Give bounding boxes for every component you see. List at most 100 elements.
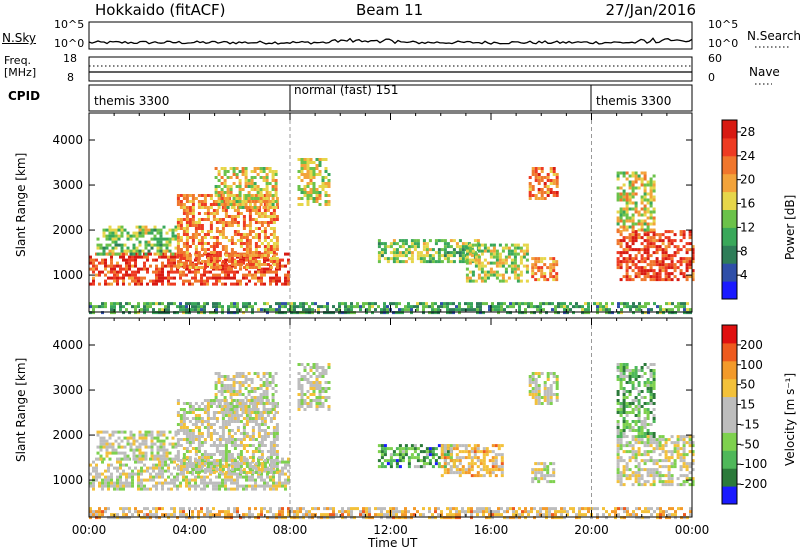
colorbar-cell	[722, 360, 737, 380]
colorbar-tick-label: 8	[740, 244, 748, 258]
colorbar-cell	[722, 173, 737, 193]
colorbar-cell	[722, 396, 737, 415]
xtick-label: 00:00	[72, 523, 107, 537]
colorbar-cell	[722, 209, 737, 228]
colorbar-tick-label: 200	[740, 338, 763, 352]
date-title: 27/Jan/2016	[605, 1, 697, 19]
nsearch-tick-bottom: 10^0	[708, 37, 739, 50]
data-region	[531, 462, 556, 484]
xtick-label: 12:00	[373, 523, 408, 537]
colorbar-tick-label: -200	[740, 477, 767, 491]
power-colorbar-label: Power [dB]	[783, 194, 797, 260]
velocity-colorbar: 200 100 50 15 -15 -50 -100 -200	[721, 324, 767, 505]
ytick-label: 3000	[52, 178, 83, 192]
colorbar-cell	[722, 342, 737, 362]
colorbar-tick-label: -100	[740, 457, 767, 471]
colorbar-tick-label: 50	[740, 378, 755, 392]
colorbar-tick-label: 28	[740, 125, 755, 139]
cpid-segment-2: normal (fast) 151	[294, 83, 399, 97]
velocity-colorbar-label: Velocity [m s⁻¹]	[783, 372, 797, 466]
colorbar-cell	[722, 191, 737, 210]
cpid-segment-3: themis 3300	[596, 94, 672, 108]
data-region	[616, 363, 656, 438]
data-region	[214, 167, 278, 209]
ytick-label: 1000	[52, 268, 83, 282]
ytick-label: 1000	[52, 473, 83, 487]
data-region	[616, 171, 656, 232]
colorbar-cell	[722, 450, 737, 469]
freq-tick-bottom: 8	[67, 71, 74, 84]
colorbar-cell	[722, 245, 737, 264]
beam-title: Beam 11	[356, 1, 424, 19]
data-region	[616, 230, 695, 282]
colorbar-cell	[722, 468, 737, 487]
cpid-label: CPID	[8, 89, 41, 103]
nsky-tick-bottom: 10^0	[54, 37, 85, 50]
data-region	[297, 363, 331, 411]
colorbar-tick-label: 12	[740, 220, 755, 234]
colorbar-cell	[722, 263, 737, 282]
ytick-label: 3000	[52, 383, 83, 397]
nsky-strip-frame	[88, 21, 693, 50]
velocity-panel: 1000 2000 3000 4000 00:00 04:00 08:00 12:00 16:0…	[52, 317, 710, 537]
nave-tick-bottom: 0	[708, 71, 715, 84]
data-region	[616, 435, 695, 487]
ytick-label: 2000	[52, 428, 83, 442]
colorbar-cell	[722, 120, 737, 139]
xaxis-label: Time UT	[368, 536, 418, 550]
nsky-tick-top: 10^5	[54, 18, 85, 31]
data-region	[89, 507, 692, 520]
ytick-label: 4000	[52, 133, 83, 147]
nsearch-tick-top: 10^5	[708, 18, 739, 31]
colorbar-cell	[722, 155, 737, 175]
colorbar-tick-label: -50	[740, 437, 760, 451]
nsky-label: N.Sky	[2, 31, 37, 45]
colorbar-tick-label: 16	[740, 197, 755, 211]
xtick-label: 00:00	[675, 523, 710, 537]
xtick-label: 20:00	[574, 523, 609, 537]
power-colorbar: 4 8 12 16 20 24 28	[721, 119, 755, 300]
colorbar-cell	[722, 281, 737, 300]
data-region	[531, 257, 559, 282]
velocity-ylabel: Slant Range [km]	[14, 357, 28, 462]
summary-strips	[88, 21, 790, 112]
nsky-trace	[88, 37, 693, 45]
ytick-label: 2000	[52, 223, 83, 237]
xtick-label: 08:00	[273, 523, 308, 537]
colorbar-tick-label: 15	[740, 398, 755, 412]
freq-tick-top: 18	[63, 52, 77, 65]
data-region	[377, 239, 480, 264]
data-region	[96, 225, 178, 256]
colorbar-cell	[722, 137, 737, 157]
colorbar-tick-label: 4	[740, 268, 748, 282]
colorbar-frame	[721, 324, 738, 505]
station-title: Hokkaido (fitACF)	[95, 1, 226, 19]
colorbar-tick-label: -15	[740, 417, 760, 431]
data-region	[528, 372, 559, 405]
nave-tick-top: 60	[708, 52, 722, 65]
colorbar-frame	[721, 119, 738, 300]
freq-unit: [MHz]	[4, 66, 37, 79]
colorbar-tick-label: 20	[740, 173, 755, 187]
data-region	[297, 158, 331, 206]
xtick-label: 04:00	[172, 523, 207, 537]
xtick-label: 16:00	[474, 523, 509, 537]
colorbar-cell	[722, 414, 737, 433]
colorbar-tick-label: 100	[740, 358, 763, 372]
freq-strip-frame	[88, 56, 693, 82]
cpid-segment-1: themis 3300	[94, 94, 170, 108]
colorbar-cell	[722, 486, 737, 505]
data-region	[528, 167, 559, 200]
cpid-strip-frame	[88, 84, 693, 112]
data-region	[465, 243, 529, 283]
freq-label: Freq.	[4, 54, 32, 67]
colorbar-cell	[722, 325, 737, 344]
data-region	[96, 430, 178, 461]
nave-label: Nave	[749, 65, 780, 79]
colorbar-cell	[722, 432, 737, 451]
colorbar-tick-label: 24	[740, 149, 755, 163]
colorbar-cell	[722, 227, 737, 246]
colorbar-cell	[722, 378, 737, 398]
power-ylabel: Slant Range [km]	[14, 152, 28, 257]
